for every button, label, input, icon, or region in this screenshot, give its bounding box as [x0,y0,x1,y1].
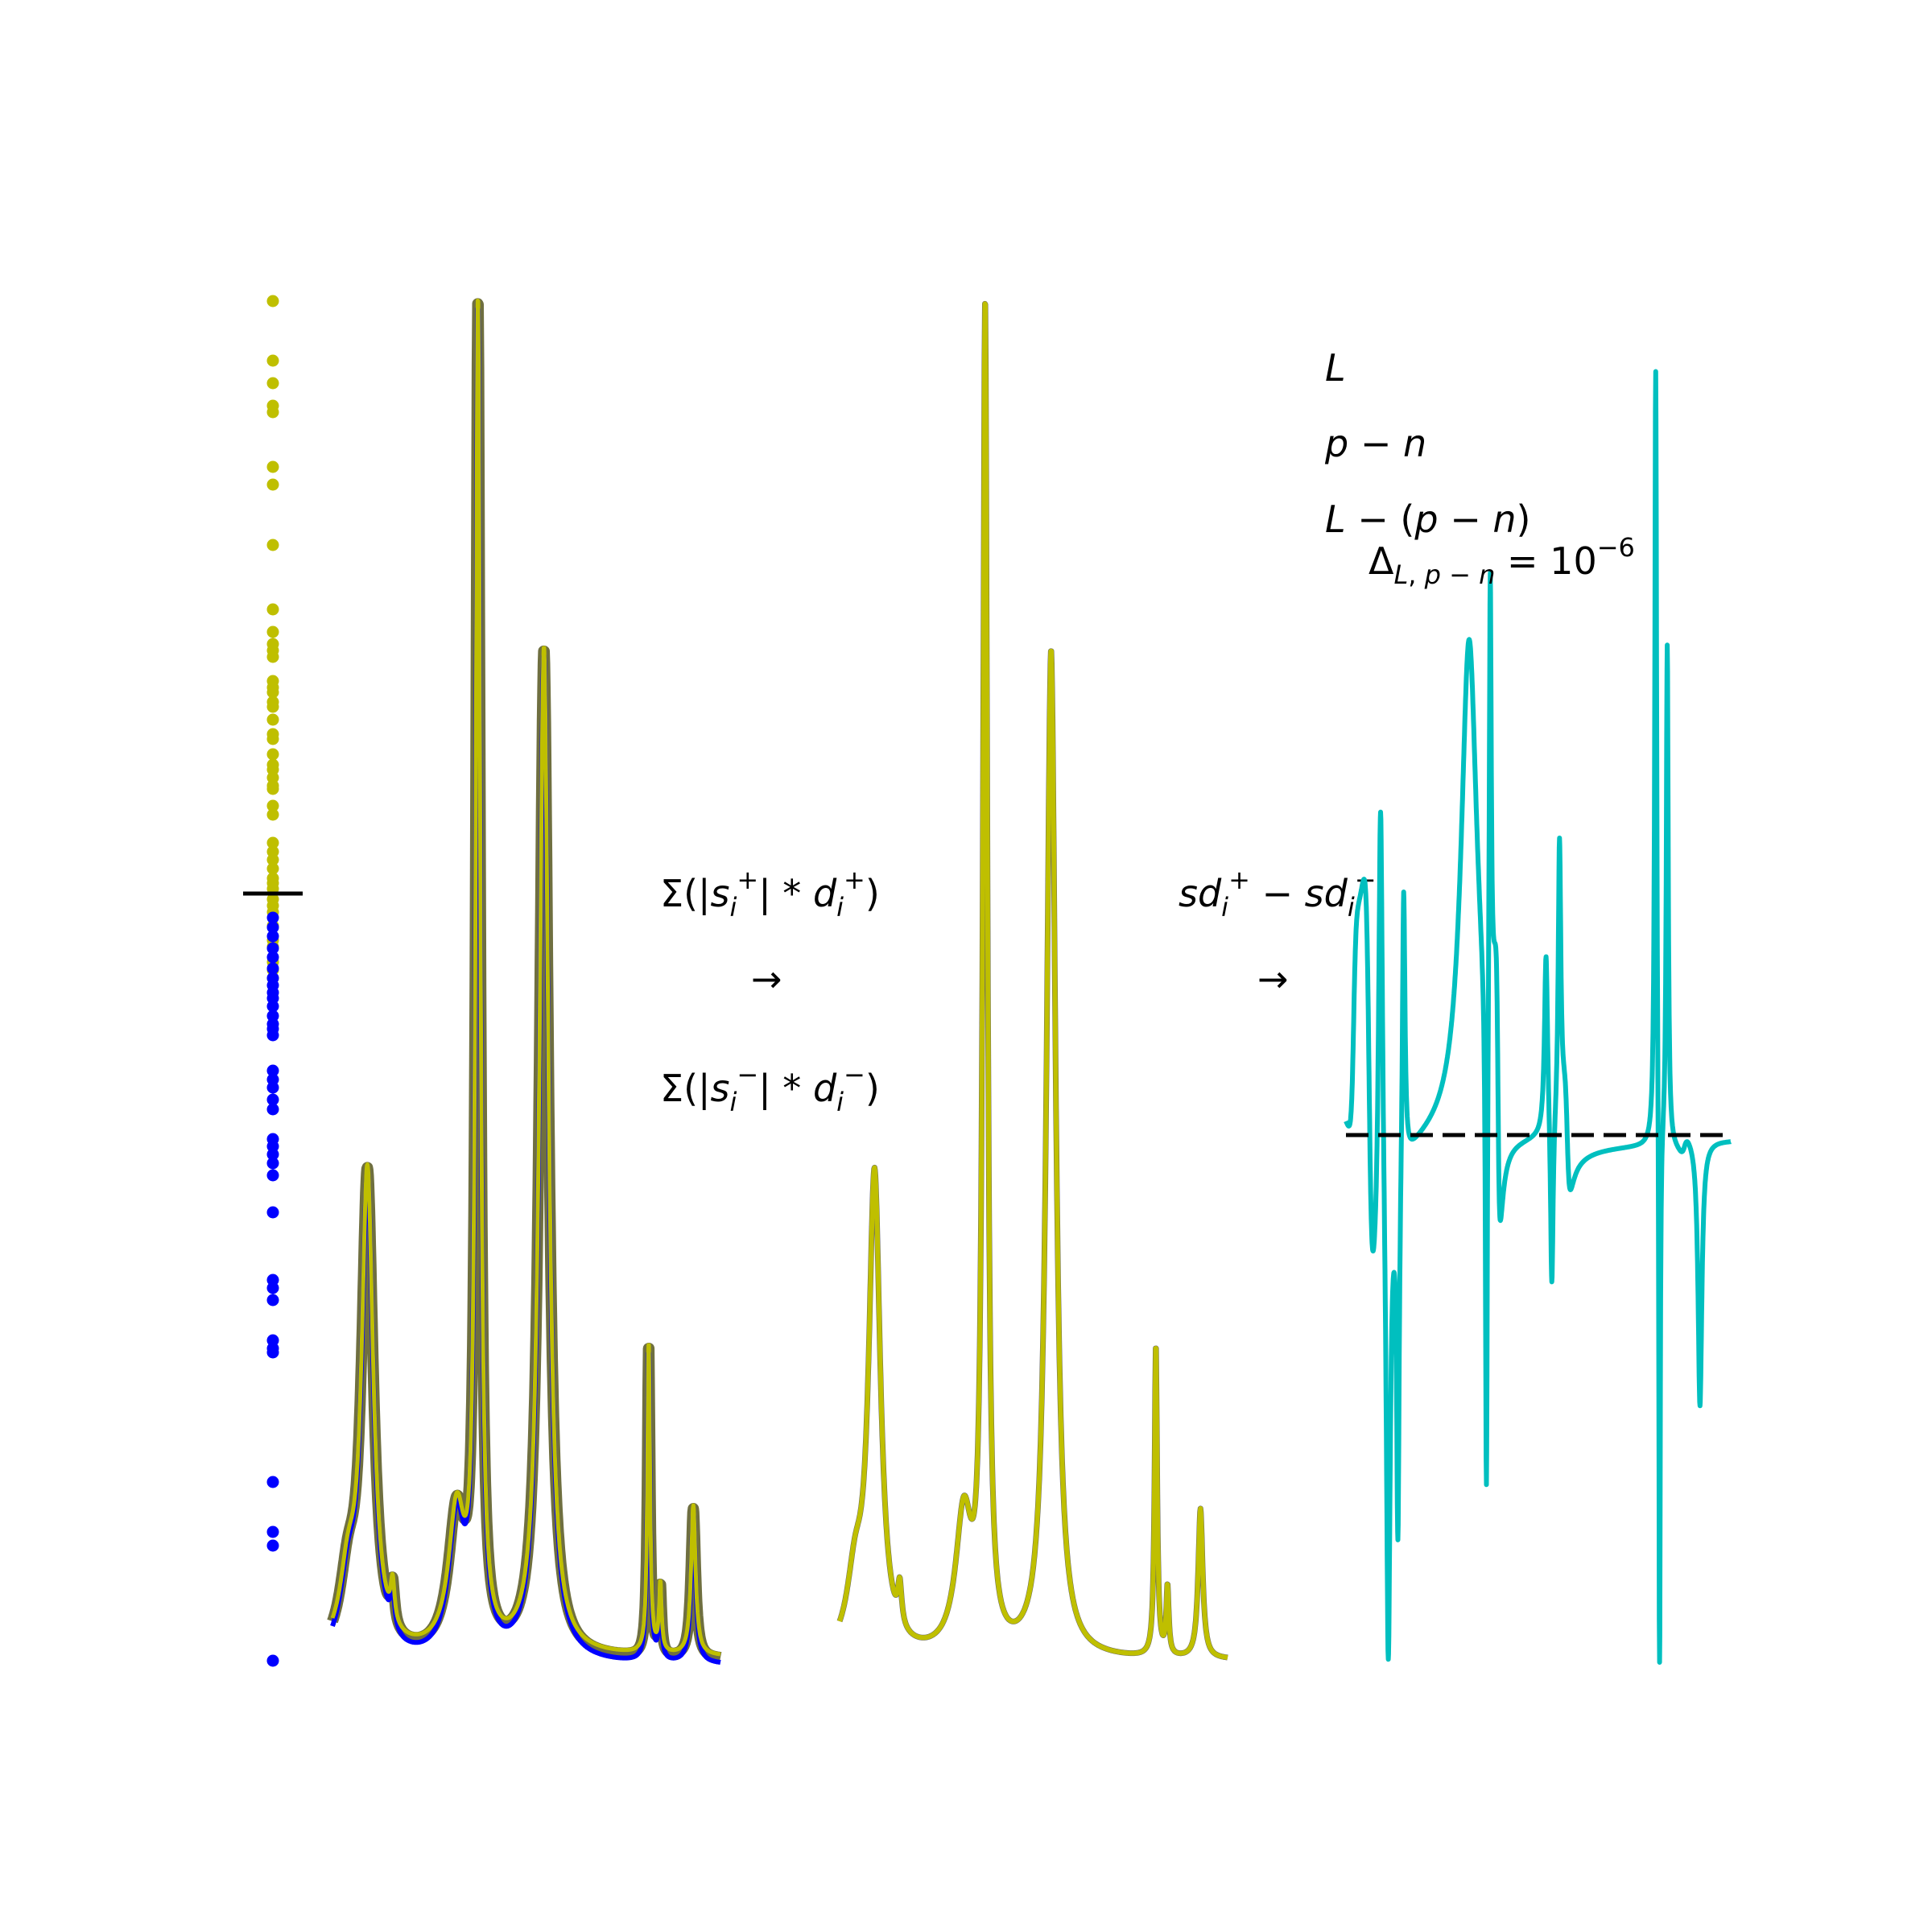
positive-coefficient-dot [266,539,279,551]
summed-spectra-panel [836,300,1230,1661]
negative-coefficient-dot [266,942,279,955]
positive-coefficient-dot [266,748,279,761]
negative-coefficient-dot [266,921,279,934]
positive-coefficient-dot [266,478,279,491]
spectra-band [327,298,726,1663]
negative-coefficient-dot [266,1476,279,1488]
positive-coefficient-dot [266,460,279,473]
legend: L p − n L − (p − n) ΔL, p − n = 10−6 [1324,346,1635,590]
positive-coefficient-dot [266,700,279,713]
negative-coefficient-dot [266,1206,279,1219]
difference-formula: sdi+ − sdi− [1179,865,1377,923]
negative-sum-series [836,300,1230,1661]
negative-coefficient-dot [266,1000,279,1013]
legend-p-minus-n: p − n [1324,422,1426,465]
negative-coefficient-dot [266,1169,279,1182]
legend-L: L [1325,346,1346,390]
positive-weighted-sum-formula: Σ(|si+| * di+) [660,865,880,923]
positive-sum-series [837,301,1230,1660]
positive-coefficient-dot [266,354,279,367]
positive-coefficient-dot [266,713,279,726]
negative-coefficient-dot [266,930,279,943]
coefficient-dots-panel [243,295,303,1667]
positive-coefficient-dot [266,650,279,663]
positive-coefficient-dot [266,862,279,875]
negative-coefficient-dot [266,1029,279,1042]
negative-coefficient-dot [266,1525,279,1538]
negative-coefficient-dots [266,911,279,1667]
negative-coefficient-dot [266,1093,279,1106]
negative-coefficient-dot [266,1103,279,1116]
positive-coefficient-dot [266,406,279,419]
negative-coefficient-dot [266,962,279,975]
negative-spectra-series [330,306,723,1665]
positive-coefficient-dots [266,295,279,985]
overlaid-spectra-panel [327,298,726,1665]
difference-spectrum-panel [1344,369,1733,1665]
legend-delta: ΔL, p − n = 10−6 [1368,532,1635,590]
negative-coefficient-dot [266,1346,279,1359]
negative-coefficient-dot [266,1081,279,1094]
p-minus-n-series [1344,369,1733,1665]
negative-coefficient-dot [266,1539,279,1552]
negative-coefficient-dot [266,1064,279,1077]
positive-coefficient-dot [266,782,279,795]
negative-coefficient-dot [266,1282,279,1294]
step-arrow-1: → [751,957,782,1001]
positive-coefficient-dot [266,603,279,616]
negative-coefficient-dot [266,1157,279,1170]
negative-coefficient-dot [266,1148,279,1161]
positive-coefficient-dot [266,836,279,849]
positive-spectra-series [330,298,722,1657]
legend-L-minus-pn: L − (p − n) [1325,497,1530,541]
negative-coefficient-dot [266,1294,279,1307]
positive-coefficient-dot [266,808,279,821]
positive-coefficient-dot [266,377,279,390]
positive-coefficient-dot [266,853,279,866]
positive-coefficient-dot [266,799,279,812]
negative-coefficient-dot [266,1654,279,1667]
difference-step: sdi+ − sdi− → [1179,865,1377,1001]
positive-coefficient-dot [266,625,279,638]
step-arrow-2: → [1257,957,1289,1001]
weighted-sum-step: Σ(|si+| * di+) → Σ(|si−| * di−) [660,865,880,1117]
negative-weighted-sum-formula: Σ(|si−| * di−) [660,1059,880,1117]
negative-coefficient-dot [266,911,279,924]
positive-coefficient-dot [266,686,279,699]
positive-coefficient-dot [266,733,279,745]
negative-coefficient-dot [266,951,279,964]
positive-coefficient-dot [266,295,279,308]
